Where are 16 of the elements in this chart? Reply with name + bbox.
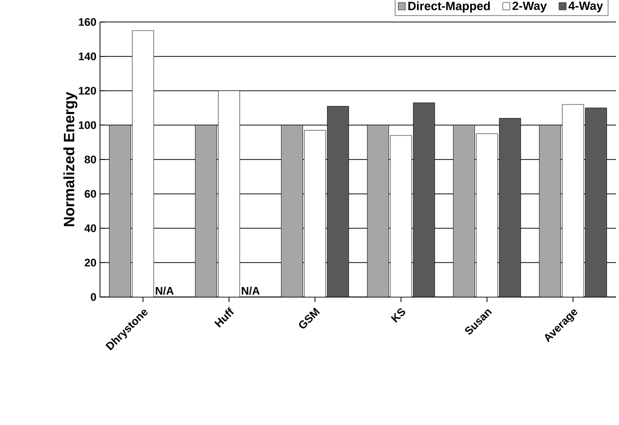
annotation: N/A xyxy=(242,286,260,295)
y-tick-label: 140 xyxy=(78,52,96,60)
y-tick-label: 80 xyxy=(84,156,96,164)
y-tick-label: 0 xyxy=(90,293,96,301)
y-tick-label: 20 xyxy=(84,258,96,267)
legend-label: 2-Way xyxy=(512,2,547,12)
x-tick-label: KS xyxy=(390,308,406,323)
y-tick-label: 160 xyxy=(78,18,96,26)
y-axis-title: Normalized Energy xyxy=(63,92,78,226)
y-tick-label: 60 xyxy=(84,190,96,198)
legend-label: Direct-Mapped xyxy=(408,1,490,13)
annotation: N/A xyxy=(156,286,174,295)
legend-label: 4-Way xyxy=(568,2,604,12)
y-tick-label: 100 xyxy=(78,121,96,130)
y-tick-label: 120 xyxy=(78,86,96,95)
y-tick-label: 40 xyxy=(84,224,96,232)
